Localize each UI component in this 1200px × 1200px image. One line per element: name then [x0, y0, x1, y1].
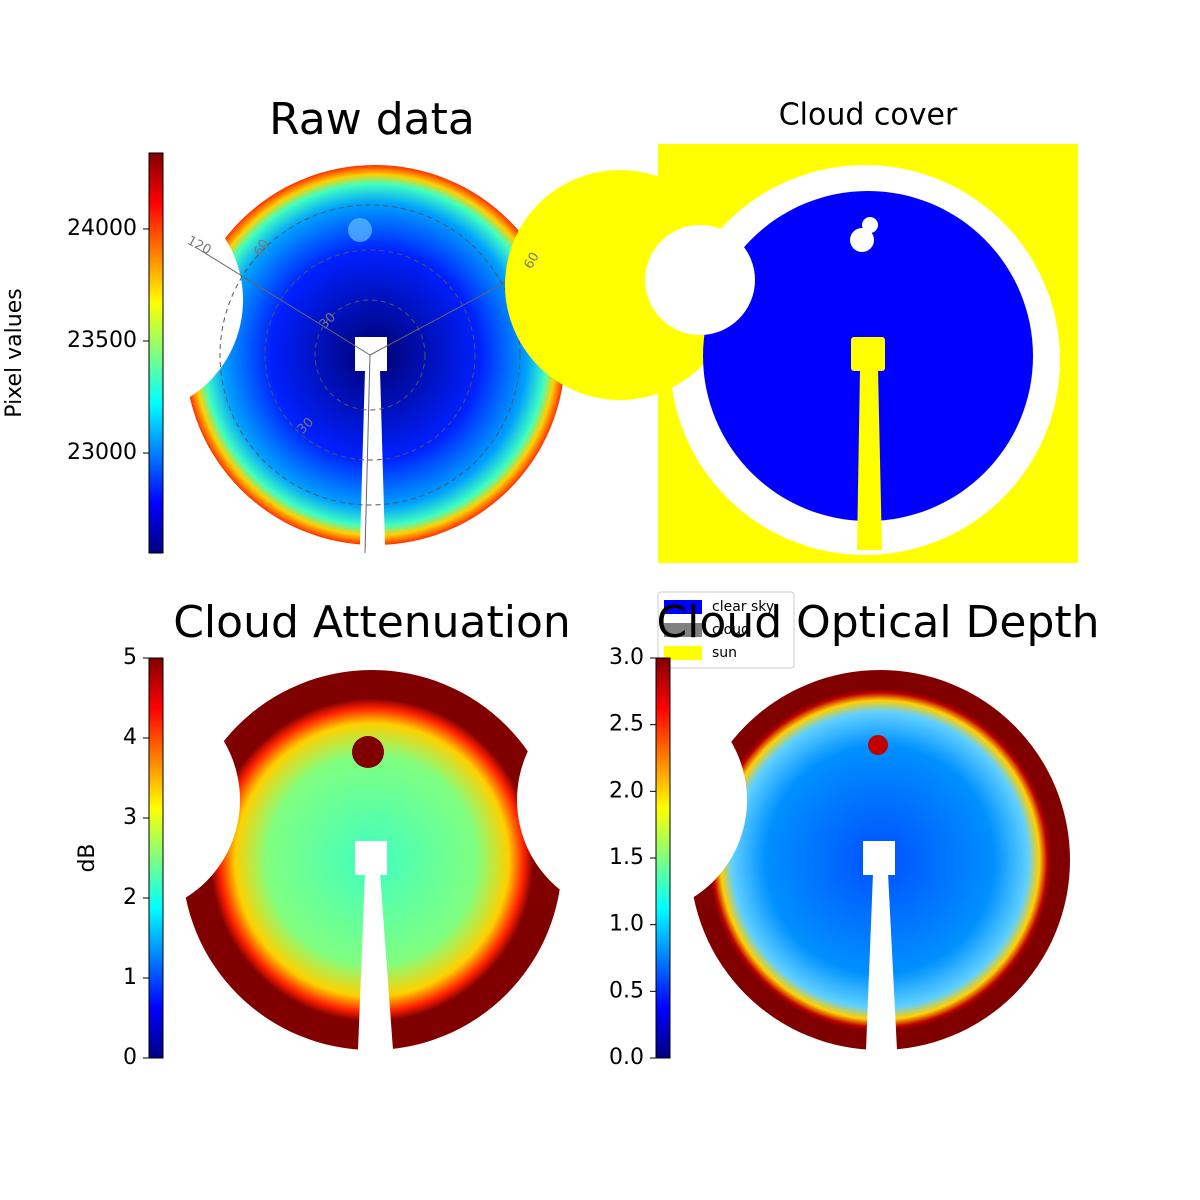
legend-label: sun [712, 645, 737, 661]
colorbar-label: dB [75, 843, 100, 872]
optical-depth-image [517, 670, 1070, 1050]
legend-label: cloud [712, 622, 750, 638]
panel-title: Raw data [269, 94, 475, 145]
colorbar-tick-label: 23500 [67, 328, 137, 353]
colorbar [655, 657, 671, 1059]
cloud-mask-image [505, 144, 1078, 563]
panel-title: Cloud Attenuation [173, 597, 571, 648]
colorbar-tick-label: 24000 [67, 216, 137, 241]
colorbar-tick-label: 1.0 [609, 912, 644, 937]
polar-annotation: 60 [522, 250, 543, 272]
colorbar-tick-label: 3.0 [609, 645, 644, 670]
colorbar-tick-label: 0.0 [609, 1045, 644, 1070]
legend-swatch [664, 623, 702, 637]
colorbar-tick-label: 5 [123, 645, 137, 670]
attenuation-image [10, 670, 562, 1050]
colorbar-tick-label: 2.0 [609, 778, 644, 803]
panel-title: Cloud Optical Depth [656, 597, 1099, 648]
legend-label: clear sky [712, 599, 774, 615]
colorbar-tick-label: 4 [123, 725, 137, 750]
colorbar-tick-label: 0 [123, 1045, 137, 1070]
colorbar-tick-label: 2 [123, 885, 137, 910]
colorbar [148, 657, 164, 1059]
polar-annotation: 60 [252, 237, 273, 259]
raw-image [13, 165, 571, 554]
colorbar-tick-label: 23000 [67, 440, 137, 465]
colorbar [148, 152, 164, 554]
panel-title: Cloud cover [779, 98, 958, 133]
colorbar-tick-label: 2.5 [609, 712, 644, 737]
legend-swatch [664, 646, 702, 660]
colorbar-label: Pixel values [2, 288, 27, 417]
colorbar-tick-label: 1.5 [609, 845, 644, 870]
legend-swatch [664, 600, 702, 614]
colorbar-tick-label: 3 [123, 805, 137, 830]
colorbar-tick-label: 0.5 [609, 978, 644, 1003]
colorbar-tick-label: 1 [123, 965, 137, 990]
